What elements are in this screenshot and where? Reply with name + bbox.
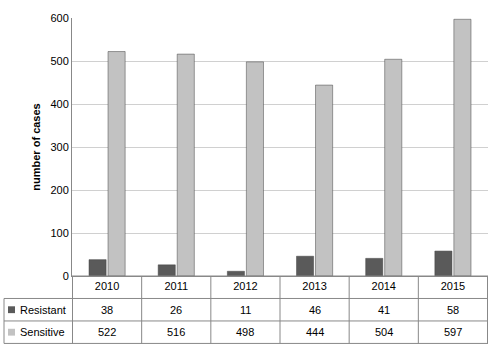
svg-text:number of cases: number of cases: [30, 103, 42, 190]
svg-text:300: 300: [50, 141, 68, 153]
svg-text:444: 444: [306, 326, 324, 338]
svg-text:500: 500: [50, 55, 68, 67]
svg-text:38: 38: [101, 304, 113, 316]
svg-text:600: 600: [50, 12, 68, 24]
svg-text:100: 100: [50, 227, 68, 239]
svg-text:0: 0: [63, 270, 69, 282]
svg-text:2013: 2013: [302, 280, 326, 292]
svg-text:400: 400: [50, 98, 68, 110]
svg-text:2012: 2012: [233, 280, 257, 292]
svg-text:516: 516: [167, 326, 185, 338]
svg-text:2014: 2014: [372, 280, 396, 292]
svg-text:504: 504: [375, 326, 393, 338]
svg-text:58: 58: [447, 304, 459, 316]
svg-text:597: 597: [444, 326, 462, 338]
svg-text:26: 26: [170, 304, 182, 316]
svg-text:2015: 2015: [441, 280, 465, 292]
svg-text:41: 41: [378, 304, 390, 316]
svg-text:498: 498: [236, 326, 254, 338]
svg-text:200: 200: [50, 184, 68, 196]
svg-text:11: 11: [240, 304, 251, 316]
svg-text:Sensitive: Sensitive: [20, 326, 65, 338]
svg-text:2011: 2011: [164, 280, 188, 292]
svg-text:522: 522: [98, 326, 116, 338]
svg-text:Resistant: Resistant: [20, 304, 66, 316]
svg-text:2010: 2010: [95, 280, 119, 292]
svg-text:46: 46: [309, 304, 321, 316]
